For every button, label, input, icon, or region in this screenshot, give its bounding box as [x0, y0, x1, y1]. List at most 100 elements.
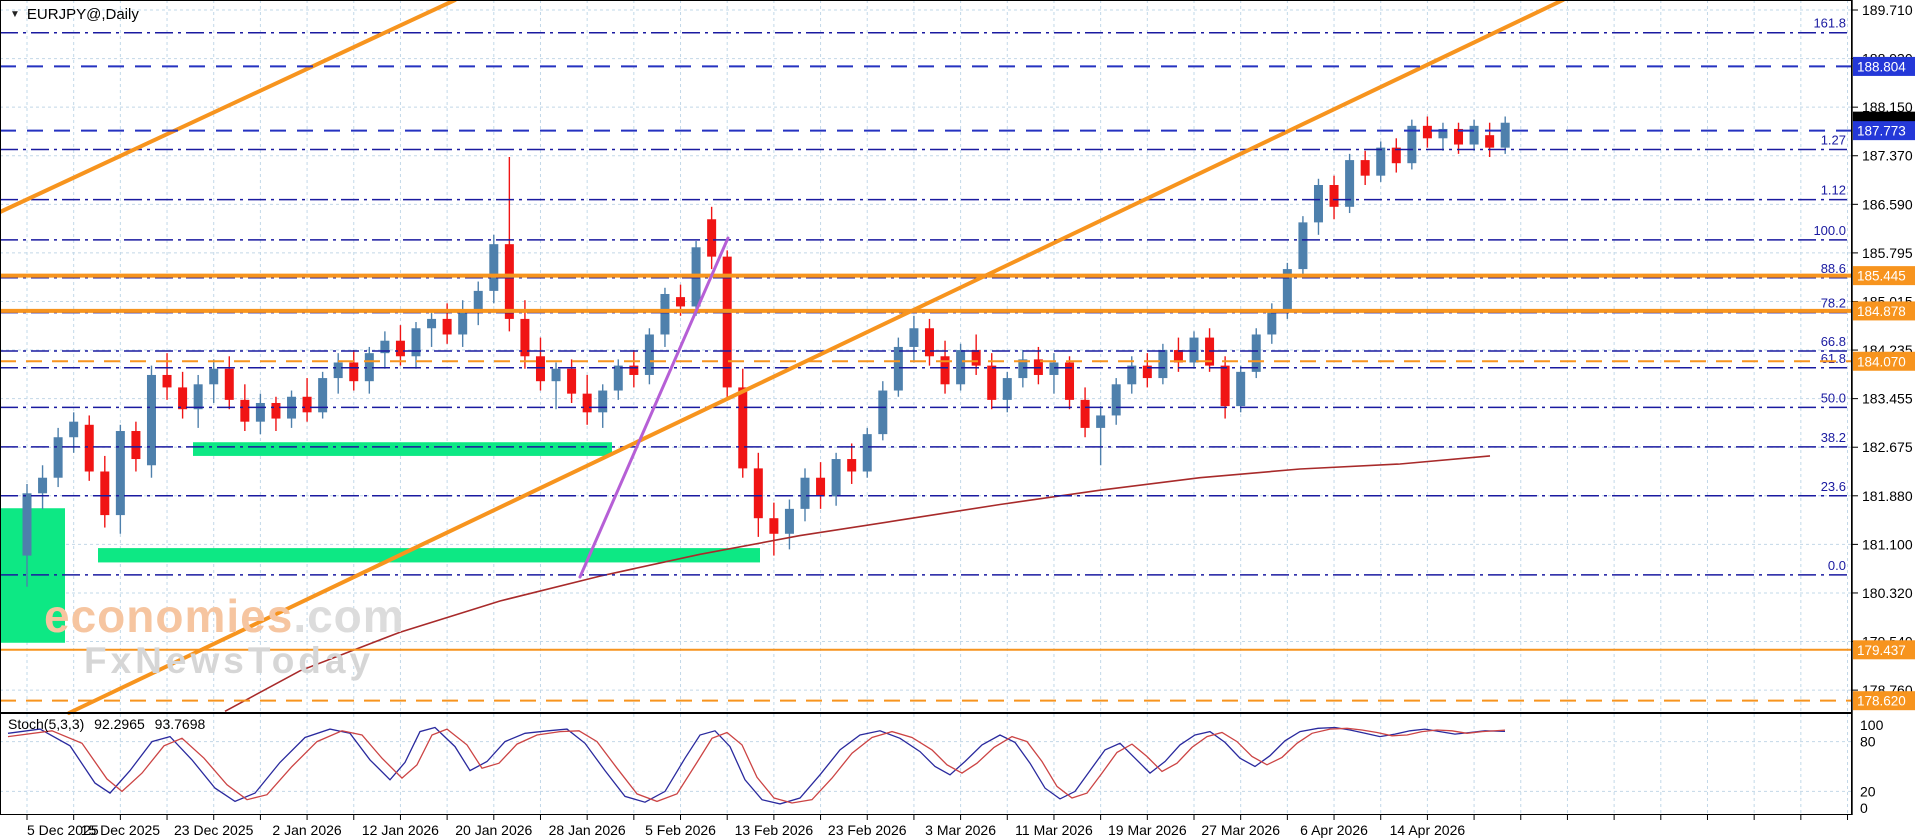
candle-body[interactable] — [178, 387, 188, 410]
candle-body[interactable] — [1158, 350, 1168, 379]
orange-price-badge[interactable]: 185.445 — [1853, 266, 1915, 286]
candle-body[interactable] — [1469, 125, 1479, 145]
candle-body[interactable] — [302, 396, 312, 413]
stochastic-series[interactable] — [7, 726, 1506, 805]
orange-price-badge-rect[interactable] — [1853, 640, 1915, 660]
candle-body[interactable] — [271, 402, 281, 419]
orange-price-badge-rect[interactable] — [1853, 691, 1915, 711]
candle-body[interactable] — [567, 368, 577, 394]
candle-body[interactable] — [100, 471, 110, 516]
candle-body[interactable] — [1236, 371, 1246, 407]
candle-body[interactable] — [893, 346, 903, 391]
candle-body[interactable] — [146, 374, 156, 466]
candle-body[interactable] — [364, 353, 374, 382]
candle-body[interactable] — [209, 368, 219, 385]
candle-body[interactable] — [722, 256, 732, 388]
orange-price-badge-rect[interactable] — [1853, 301, 1915, 321]
support-zone-rect[interactable] — [193, 442, 612, 456]
support-zone-rect[interactable] — [98, 548, 760, 563]
orange-price-badge-rect[interactable] — [1853, 266, 1915, 286]
candle-body[interactable] — [1142, 365, 1152, 379]
candle-body[interactable] — [956, 350, 966, 385]
candle-body[interactable] — [1500, 122, 1510, 148]
candle-body[interactable] — [847, 459, 857, 472]
candle-body[interactable] — [1111, 384, 1121, 416]
candle-body[interactable] — [924, 328, 934, 357]
orange-price-badge[interactable]: 179.437 — [1853, 640, 1915, 660]
candle-body[interactable] — [862, 434, 872, 472]
candle-body[interactable] — [598, 390, 608, 413]
candle-body[interactable] — [1173, 350, 1183, 363]
candle-body[interactable] — [1438, 128, 1448, 139]
symbol-dropdown-icon[interactable]: ▼ — [10, 8, 20, 20]
orange-price-badge-rect[interactable] — [1853, 351, 1915, 371]
candle-body[interactable] — [333, 362, 343, 379]
blue-price-badge[interactable]: 187.773 — [1853, 121, 1915, 141]
candle-body[interactable] — [1002, 378, 1012, 400]
candle-body[interactable] — [458, 309, 468, 335]
chart-title-bar[interactable]: ▼ EURJPY@,Daily — [10, 6, 139, 23]
candle-body[interactable] — [551, 368, 561, 382]
candle-body[interactable] — [53, 437, 63, 478]
candle-body[interactable] — [255, 402, 265, 422]
candle-body[interactable] — [582, 393, 592, 413]
candle-body[interactable] — [1018, 359, 1028, 379]
candle-body[interactable] — [131, 431, 141, 460]
candle-body[interactable] — [753, 468, 763, 519]
orange-price-badge[interactable]: 184.070 — [1853, 351, 1915, 371]
candle-body[interactable] — [1360, 160, 1370, 176]
candle-body[interactable] — [1391, 147, 1401, 164]
candle-body[interactable] — [1127, 365, 1137, 385]
channel-lower-trendline[interactable] — [67, 0, 1565, 715]
orange-price-badge[interactable]: 184.878 — [1853, 301, 1915, 321]
candle-body[interactable] — [1096, 415, 1106, 428]
candle-body[interactable] — [878, 390, 888, 435]
candle-body[interactable] — [1485, 135, 1495, 148]
candle-body[interactable] — [676, 297, 686, 307]
candle-body[interactable] — [940, 356, 950, 385]
candle-body[interactable] — [1376, 147, 1386, 176]
candle-body[interactable] — [831, 459, 841, 497]
candle-body[interactable] — [644, 334, 654, 375]
candle-body[interactable] — [69, 421, 79, 438]
candlestick-series[interactable] — [22, 116, 1510, 587]
moving-average-line[interactable] — [224, 455, 1491, 713]
candle-body[interactable] — [1298, 222, 1308, 270]
candle-body[interactable] — [1189, 337, 1199, 363]
candle-body[interactable] — [909, 328, 919, 347]
channel-upper-trendline[interactable] — [0, 0, 457, 214]
candle-body[interactable] — [489, 244, 499, 291]
candle-body[interactable] — [520, 318, 530, 357]
candle-body[interactable] — [629, 365, 639, 375]
candle-body[interactable] — [38, 477, 48, 494]
candle-body[interactable] — [349, 362, 359, 382]
candle-body[interactable] — [816, 477, 826, 497]
candle-body[interactable] — [504, 244, 514, 319]
candle-body[interactable] — [535, 356, 545, 382]
candle-body[interactable] — [1329, 185, 1339, 207]
candle-body[interactable] — [1282, 269, 1292, 310]
candle-body[interactable] — [427, 318, 437, 329]
candle-body[interactable] — [707, 219, 717, 257]
candle-body[interactable] — [1345, 160, 1355, 207]
candle-body[interactable] — [473, 290, 483, 310]
candle-body[interactable] — [1080, 399, 1090, 428]
candle-body[interactable] — [162, 374, 172, 388]
candle-body[interactable] — [395, 340, 405, 357]
candle-body[interactable] — [115, 431, 125, 516]
candle-body[interactable] — [769, 518, 779, 534]
orange-price-badge[interactable]: 178.620 — [1853, 691, 1915, 711]
candle-body[interactable] — [22, 493, 32, 556]
candle-body[interactable] — [1313, 185, 1323, 223]
impulse-trendline[interactable] — [578, 236, 730, 579]
candle-body[interactable] — [1454, 128, 1464, 145]
candle-body[interactable] — [784, 508, 794, 534]
candle-body[interactable] — [1407, 125, 1417, 164]
blue-price-badge-rect[interactable] — [1853, 56, 1915, 76]
candle-body[interactable] — [240, 399, 250, 422]
candle-body[interactable] — [971, 350, 981, 366]
candle-body[interactable] — [660, 293, 670, 335]
stoch-main-line[interactable] — [7, 726, 1506, 805]
candle-body[interactable] — [84, 424, 94, 472]
